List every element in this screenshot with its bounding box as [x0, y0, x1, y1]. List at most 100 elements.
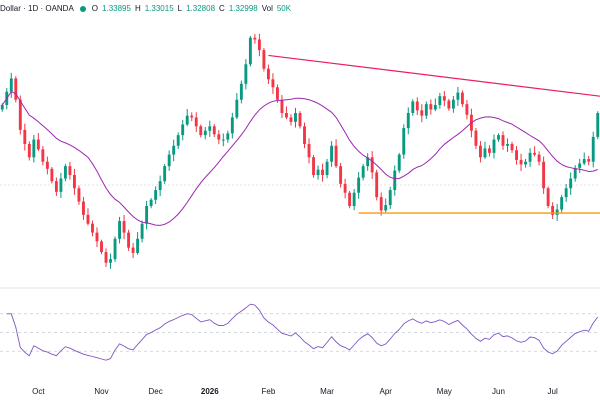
x-tick-label: Jun: [492, 387, 505, 396]
candle-body: [72, 175, 76, 189]
candle: [537, 151, 541, 166]
candle: [23, 123, 27, 151]
candle-body: [253, 37, 257, 40]
candle-body: [185, 115, 189, 125]
candle-body: [375, 172, 379, 198]
candle: [560, 194, 564, 213]
candle-body: [190, 115, 194, 118]
candle: [433, 98, 437, 112]
candle: [289, 114, 293, 126]
candle: [100, 239, 103, 255]
candle: [104, 248, 108, 267]
candle: [447, 98, 451, 111]
candle-body: [316, 169, 320, 175]
candle-body: [54, 181, 58, 192]
candle-body: [32, 139, 36, 158]
candle: [303, 122, 306, 149]
candle-body: [334, 145, 338, 167]
candle-body: [451, 99, 455, 109]
candle: [402, 124, 406, 159]
candle-body: [438, 96, 442, 106]
candle-body: [244, 64, 248, 84]
candle-body: [515, 150, 518, 160]
candle-body: [303, 126, 306, 144]
candle-body: [492, 139, 496, 153]
candle-body: [569, 178, 573, 189]
candle: [50, 167, 54, 184]
candle: [27, 141, 31, 161]
candle-body: [163, 166, 167, 182]
candle: [276, 84, 279, 103]
candle: [343, 178, 347, 199]
candle-body: [298, 113, 302, 127]
candle-body: [474, 130, 478, 146]
candle: [59, 172, 63, 198]
price-pane: [0, 33, 600, 269]
candle-body: [262, 50, 266, 69]
candle-body: [388, 190, 392, 206]
x-axis: Oct Nov Dec 2026 Feb Mar Apr May Jun Jul: [32, 387, 558, 396]
candle-body: [248, 37, 252, 65]
candle: [325, 158, 329, 179]
candle-body: [456, 92, 460, 100]
candle-body: [460, 92, 464, 105]
candle-body: [366, 157, 370, 167]
candle: [483, 141, 487, 160]
candle-body: [429, 104, 433, 110]
candle: [456, 86, 460, 106]
candle: [298, 111, 302, 129]
candle-body: [221, 139, 225, 141]
candle: [388, 186, 392, 209]
candle: [352, 189, 356, 211]
candle-body: [199, 126, 203, 136]
candle-body: [501, 135, 505, 146]
candle-body: [402, 128, 406, 155]
candle-body: [352, 192, 356, 206]
candle: [9, 72, 13, 98]
candle-body: [506, 144, 509, 146]
candle-body: [239, 83, 243, 100]
candle: [226, 130, 230, 143]
candle-body: [339, 166, 343, 184]
candle-body: [524, 161, 528, 165]
candle: [406, 107, 410, 135]
candle-body: [578, 163, 582, 168]
candle: [118, 216, 121, 244]
x-tick-label: May: [437, 387, 452, 396]
candle-body: [77, 188, 81, 202]
candle: [587, 155, 591, 166]
candle: [348, 190, 352, 209]
candle: [497, 133, 500, 142]
candle-body: [479, 145, 482, 158]
candle: [253, 34, 257, 44]
candle: [36, 132, 40, 152]
legend-open: 1.33895: [102, 4, 131, 13]
candle: [18, 95, 22, 135]
candle: [172, 139, 176, 162]
candle: [131, 242, 135, 259]
candle-body: [9, 78, 13, 92]
candle-body: [560, 197, 564, 210]
candle: [582, 152, 586, 166]
candle: [330, 141, 334, 167]
candle-body: [343, 183, 347, 193]
candle-body: [118, 221, 121, 239]
candle: [91, 220, 94, 237]
candle-body: [415, 101, 419, 111]
rsi-levels: [0, 313, 600, 352]
candle: [596, 111, 600, 140]
candle-body: [442, 96, 446, 101]
candle-body: [63, 166, 67, 179]
candle-body: [217, 134, 221, 140]
candle: [564, 184, 568, 202]
candle-body: [27, 144, 31, 158]
candle-body: [41, 149, 45, 162]
candle-body: [194, 117, 198, 127]
candle: [488, 145, 491, 157]
candle: [415, 97, 419, 116]
legend-vol-label: Vol: [261, 4, 273, 13]
candle-body: [582, 159, 586, 164]
candle-body: [23, 129, 27, 144]
